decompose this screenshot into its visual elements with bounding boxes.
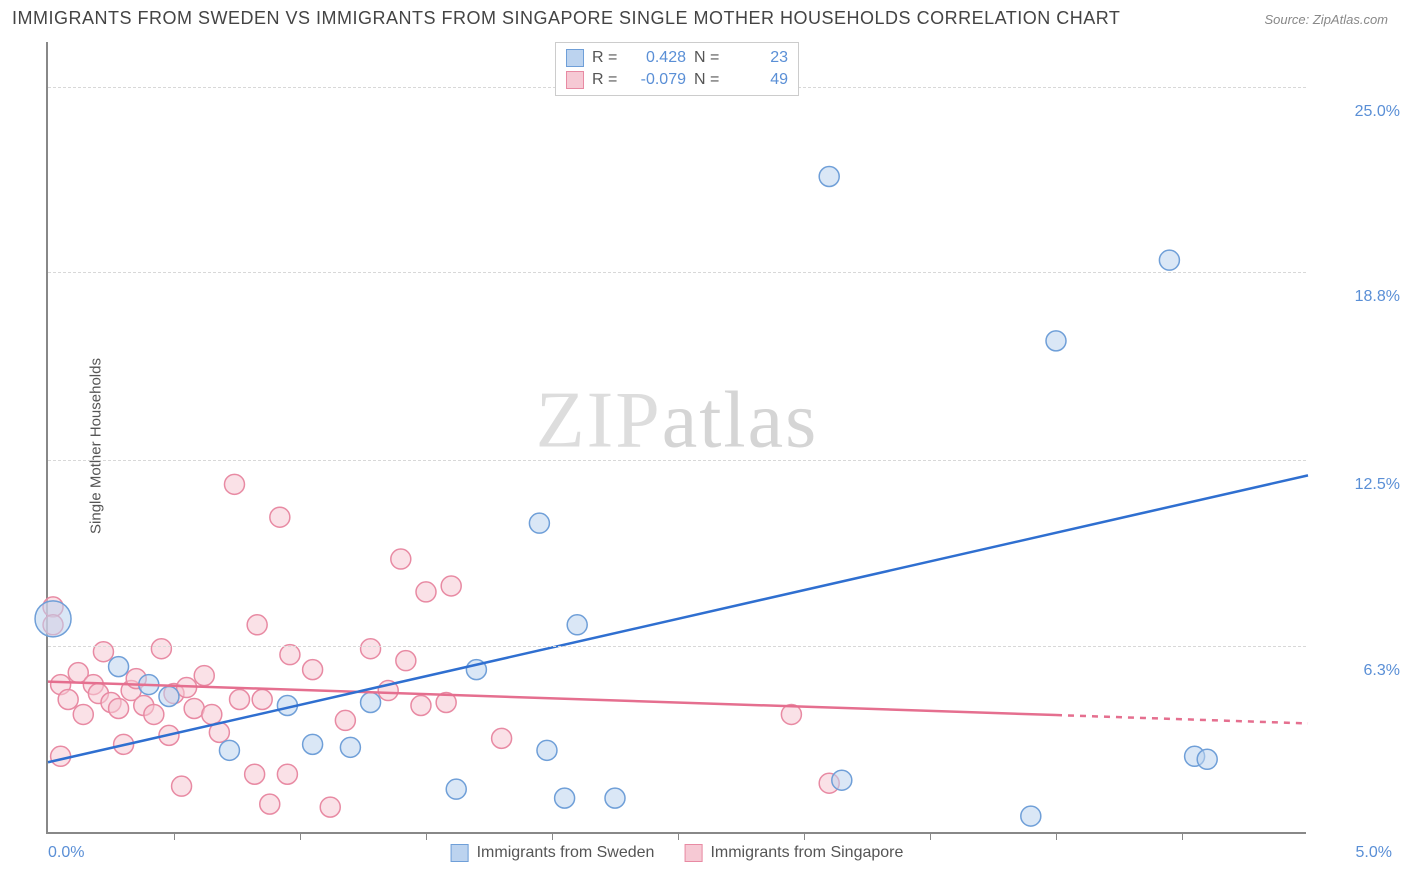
grid-line: [48, 646, 1306, 647]
marker-sweden: [832, 770, 852, 790]
marker-sweden: [1021, 806, 1041, 826]
x-tick: [426, 832, 427, 840]
trend-line-dashed: [1056, 715, 1308, 723]
grid-line: [48, 460, 1306, 461]
marker-singapore: [270, 507, 290, 527]
marker-singapore: [172, 776, 192, 796]
legend-n-value: 23: [730, 49, 788, 67]
marker-singapore: [320, 797, 340, 817]
marker-sweden: [1197, 749, 1217, 769]
legend-item-sweden: Immigrants from Sweden: [451, 844, 655, 862]
legend-series: Immigrants from Sweden Immigrants from S…: [451, 844, 904, 862]
marker-singapore: [391, 549, 411, 569]
y-tick-label: 25.0%: [1320, 103, 1400, 121]
plot-area: ZIPatlas 6.3%12.5%18.8%25.0% 0.0% 5.0% R…: [46, 42, 1306, 834]
legend-r-label: R =: [592, 71, 620, 89]
legend-r-value: -0.079: [628, 71, 686, 89]
marker-sweden: [529, 513, 549, 533]
marker-sweden: [819, 166, 839, 186]
legend-item-singapore: Immigrants from Singapore: [684, 844, 903, 862]
marker-singapore: [260, 794, 280, 814]
marker-sweden: [303, 734, 323, 754]
legend-n-label: N =: [694, 49, 722, 67]
marker-singapore: [245, 764, 265, 784]
y-tick-label: 6.3%: [1320, 662, 1400, 680]
marker-singapore: [396, 651, 416, 671]
legend-swatch-sweden: [451, 844, 469, 862]
marker-singapore: [247, 615, 267, 635]
marker-sweden: [537, 740, 557, 760]
marker-singapore: [93, 642, 113, 662]
x-tick: [804, 832, 805, 840]
x-axis-max-label: 5.0%: [1312, 844, 1392, 862]
plot-svg: [48, 42, 1306, 832]
legend-correlation: R = 0.428 N = 23 R = -0.079 N = 49: [555, 42, 799, 96]
legend-swatch-sweden: [566, 49, 584, 67]
x-tick: [1182, 832, 1183, 840]
source-label: Source: ZipAtlas.com: [1264, 12, 1388, 27]
marker-singapore: [280, 645, 300, 665]
marker-sweden: [605, 788, 625, 808]
marker-singapore: [202, 704, 222, 724]
marker-sweden: [35, 601, 71, 637]
x-tick: [174, 832, 175, 840]
marker-singapore: [224, 474, 244, 494]
x-tick: [1056, 832, 1057, 840]
legend-n-value: 49: [730, 71, 788, 89]
legend-r-label: R =: [592, 49, 620, 67]
marker-singapore: [277, 764, 297, 784]
marker-sweden: [159, 687, 179, 707]
marker-singapore: [151, 639, 171, 659]
marker-singapore: [230, 690, 250, 710]
legend-swatch-singapore: [684, 844, 702, 862]
marker-singapore: [73, 704, 93, 724]
marker-sweden: [109, 657, 129, 677]
marker-singapore: [252, 690, 272, 710]
marker-singapore: [335, 710, 355, 730]
marker-singapore: [194, 666, 214, 686]
legend-swatch-singapore: [566, 71, 584, 89]
chart-title: IMMIGRANTS FROM SWEDEN VS IMMIGRANTS FRO…: [12, 8, 1120, 29]
marker-singapore: [441, 576, 461, 596]
marker-singapore: [303, 660, 323, 680]
x-tick: [552, 832, 553, 840]
x-axis-min-label: 0.0%: [48, 844, 84, 862]
marker-sweden: [1159, 250, 1179, 270]
legend-r-value: 0.428: [628, 49, 686, 67]
marker-singapore: [361, 639, 381, 659]
marker-sweden: [446, 779, 466, 799]
marker-singapore: [411, 695, 431, 715]
legend-correlation-row: R = -0.079 N = 49: [566, 69, 788, 91]
marker-sweden: [567, 615, 587, 635]
marker-singapore: [58, 690, 78, 710]
marker-singapore: [109, 698, 129, 718]
marker-singapore: [416, 582, 436, 602]
y-tick-label: 18.8%: [1320, 288, 1400, 306]
x-tick: [930, 832, 931, 840]
legend-n-label: N =: [694, 71, 722, 89]
legend-label: Immigrants from Singapore: [710, 844, 903, 862]
grid-line: [48, 272, 1306, 273]
x-tick: [678, 832, 679, 840]
legend-correlation-row: R = 0.428 N = 23: [566, 47, 788, 69]
marker-sweden: [555, 788, 575, 808]
marker-singapore: [144, 704, 164, 724]
marker-sweden: [1046, 331, 1066, 351]
marker-sweden: [219, 740, 239, 760]
legend-label: Immigrants from Sweden: [477, 844, 655, 862]
x-tick: [300, 832, 301, 840]
marker-sweden: [361, 692, 381, 712]
marker-singapore: [492, 728, 512, 748]
marker-singapore: [51, 746, 71, 766]
marker-sweden: [340, 737, 360, 757]
trend-line: [48, 475, 1308, 762]
y-tick-label: 12.5%: [1320, 476, 1400, 494]
